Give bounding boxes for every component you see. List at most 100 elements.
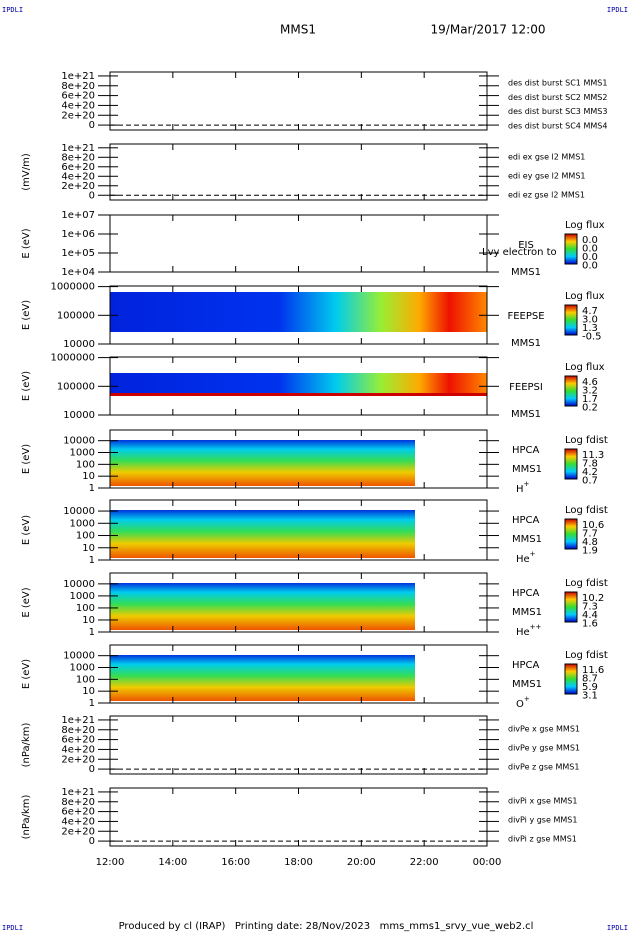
species-base: He xyxy=(516,627,530,638)
spectrogram-image xyxy=(110,510,415,558)
colorbar xyxy=(564,663,578,695)
colorbar-label: 3.2 xyxy=(582,386,598,397)
colorbar-label: 5.9 xyxy=(582,682,598,693)
y-tick-label: 4e+20 xyxy=(61,171,95,182)
y-tick-label: 1e+21 xyxy=(61,787,95,798)
spectrogram-image xyxy=(110,292,487,332)
legend-entry: edi ez gse l2 MMS1 xyxy=(508,191,585,200)
y-tick-label: 6e+20 xyxy=(61,91,95,102)
y-axis-label: E (eV) xyxy=(21,444,32,474)
legend-entry: divPe x gse MMS1 xyxy=(508,725,580,734)
colorbar xyxy=(564,375,578,407)
colorbar-label: 3.1 xyxy=(582,691,598,702)
colorbar-label: 0.2 xyxy=(582,403,598,414)
species-base: O xyxy=(516,699,524,710)
colorbar-label: 7.8 xyxy=(582,459,598,470)
y-tick-label: 1000 xyxy=(70,448,95,459)
colorbar-label: 7.7 xyxy=(582,529,598,540)
spectrogram-image xyxy=(110,440,415,486)
spacecraft: MMS1 xyxy=(280,23,316,37)
spectrogram-image xyxy=(110,373,487,395)
x-tick-label: 18:00 xyxy=(284,857,313,868)
colorbar-title: Log flux xyxy=(565,291,605,302)
species-charge: + xyxy=(524,480,530,488)
legend-entry: divPi x gse MMS1 xyxy=(508,797,577,806)
colorbar-label: 1.9 xyxy=(582,546,598,557)
panel-frame xyxy=(109,715,488,775)
panel-frame xyxy=(109,143,488,201)
y-tick-label: 100 xyxy=(76,603,95,614)
panel-frame xyxy=(109,214,488,273)
y-axis-label: E (eV) xyxy=(21,587,32,617)
legend-entry: des dist burst SC1 MMS1 xyxy=(508,79,607,88)
spacecraft: MMS1 xyxy=(511,409,541,420)
colorbar xyxy=(564,518,578,550)
colorbar-label: 8.7 xyxy=(582,674,598,685)
spectrogram-image xyxy=(110,655,415,701)
y-tick-label: 0 xyxy=(89,836,95,847)
y-tick-label: 10000 xyxy=(63,651,95,662)
colorbar-label: 1.3 xyxy=(582,323,598,334)
y-tick-label: 10 xyxy=(82,686,95,697)
colorbar-label: 0.0 xyxy=(582,244,598,255)
y-axis-label: (nPa/km) xyxy=(21,723,32,768)
y-tick-label: 1000 xyxy=(70,663,95,674)
y-tick-label: 1000 xyxy=(70,591,95,602)
colorbar-title: Log fdist xyxy=(565,578,608,589)
colorbar-label: 4.7 xyxy=(582,306,598,317)
legend-entry: divPe z gse MMS1 xyxy=(508,763,579,772)
species-base: H xyxy=(516,484,524,495)
species-charge: ++ xyxy=(530,623,542,631)
y-axis-label: (mV/m) xyxy=(21,153,32,191)
y-axis-label: E (eV) xyxy=(21,228,32,258)
species: O+ xyxy=(516,695,530,710)
y-tick-label: 10000 xyxy=(63,506,95,517)
legend-entry: des dist burst SC4 MMS4 xyxy=(508,121,607,130)
x-tick-label: 20:00 xyxy=(347,857,376,868)
y-tick-label: 100 xyxy=(76,459,95,470)
y-tick-label: 1e+07 xyxy=(61,210,95,221)
spacecraft: MMS1 xyxy=(511,267,541,278)
y-tick-label: 8e+20 xyxy=(61,725,95,736)
colorbar xyxy=(564,233,578,265)
species: He++ xyxy=(516,623,542,638)
spacecraft: MMS1 xyxy=(512,534,542,545)
y-tick-label: 1e+04 xyxy=(61,267,95,278)
y-tick-label: 100000 xyxy=(57,381,95,392)
y-tick-label: 8e+20 xyxy=(61,797,95,808)
colorbar xyxy=(564,591,578,623)
species-charge: + xyxy=(530,550,536,558)
legend-entry: edi ey gse l2 MMS1 xyxy=(508,172,586,181)
y-tick-label: 4e+20 xyxy=(61,744,95,755)
colorbar-title: Log fdist xyxy=(565,650,608,661)
y-axis-label: E (eV) xyxy=(21,371,32,401)
logo: IPDLI xyxy=(607,924,628,932)
y-tick-label: 8e+20 xyxy=(61,152,95,163)
legend-entry: divPe y gse MMS1 xyxy=(508,744,580,753)
colorbar-label: 0.0 xyxy=(582,252,598,263)
y-tick-label: 1 xyxy=(89,555,95,566)
y-tick-label: 100000 xyxy=(57,310,95,321)
y-tick-label: 1e+06 xyxy=(61,229,95,240)
y-tick-label: 2e+20 xyxy=(61,754,95,765)
legend-entry: des dist burst SC3 MMS3 xyxy=(508,107,607,116)
y-tick-label: 0 xyxy=(89,120,95,131)
y-tick-label: 2e+20 xyxy=(61,826,95,837)
colorbar-label: 10.6 xyxy=(582,520,604,531)
y-tick-label: 10000 xyxy=(63,339,95,350)
colorbar-label: 0.0 xyxy=(582,235,598,246)
y-tick-label: 1e+21 xyxy=(61,143,95,154)
colorbar-label: 10.2 xyxy=(582,593,604,604)
colorbar-label: 3.0 xyxy=(582,315,598,326)
y-tick-label: 10000 xyxy=(63,436,95,447)
panel-frame xyxy=(109,71,488,131)
y-tick-label: 1 xyxy=(89,627,95,638)
species: He+ xyxy=(516,550,536,565)
y-tick-label: 1 xyxy=(89,698,95,709)
spacecraft: MMS1 xyxy=(512,464,542,475)
species-charge: + xyxy=(524,695,530,703)
y-tick-label: 1 xyxy=(89,483,95,494)
instrument: FEEPSI xyxy=(509,382,543,393)
y-tick-label: 10 xyxy=(82,471,95,482)
y-tick-label: 1000000 xyxy=(50,353,95,364)
